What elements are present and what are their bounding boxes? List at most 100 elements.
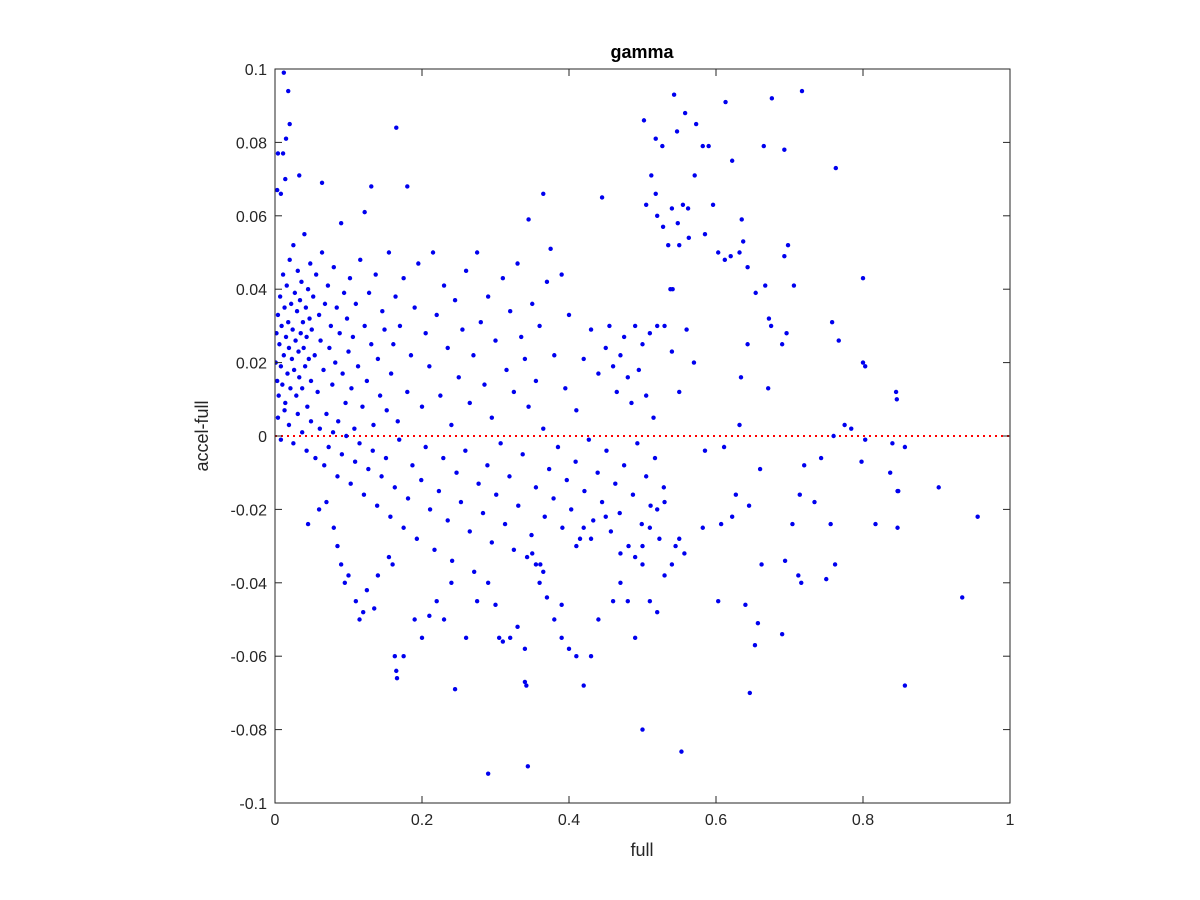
data-point: [297, 173, 302, 178]
data-point: [700, 143, 705, 149]
data-point: [643, 474, 649, 479]
data-point: [349, 386, 354, 391]
data-point: [610, 364, 616, 369]
data-point: [538, 562, 543, 567]
data-point: [289, 356, 295, 362]
data-point: [610, 598, 616, 604]
data-point: [397, 437, 402, 442]
data-point: [408, 353, 414, 358]
data-point: [559, 272, 564, 277]
data-point: [405, 389, 410, 395]
data-point: [498, 441, 503, 446]
data-point: [326, 444, 331, 450]
data-point: [617, 510, 622, 516]
data-point: [761, 143, 766, 149]
data-point: [662, 323, 667, 329]
data-point: [460, 327, 465, 332]
data-point: [297, 298, 303, 303]
data-point: [364, 587, 370, 593]
data-point: [752, 642, 758, 648]
data-point: [537, 580, 542, 585]
data-point: [282, 305, 287, 310]
data-point: [341, 290, 347, 296]
data-point: [278, 364, 284, 369]
data-point: [298, 331, 303, 336]
data-point: [669, 562, 675, 567]
data-point: [686, 235, 692, 241]
data-point: [471, 569, 477, 574]
data-point: [330, 382, 335, 387]
data-point: [621, 334, 627, 340]
data-point: [380, 309, 385, 314]
data-point: [640, 342, 645, 347]
data-point: [276, 393, 281, 398]
data-point: [296, 349, 301, 354]
data-point: [346, 349, 351, 354]
data-point: [275, 378, 280, 384]
data-point: [737, 250, 742, 255]
data-point: [507, 474, 512, 479]
data-point: [283, 176, 288, 182]
data-point: [275, 415, 281, 420]
data-point: [307, 316, 312, 321]
data-point: [336, 419, 341, 424]
data-point: [515, 261, 520, 266]
data-point: [765, 386, 771, 391]
data-point: [482, 382, 487, 387]
data-point: [294, 393, 299, 398]
data-point: [456, 375, 461, 380]
data-point: [374, 503, 380, 508]
data-point: [371, 422, 376, 428]
data-point: [614, 389, 619, 395]
data-point: [525, 764, 531, 769]
data-point: [304, 448, 309, 453]
data-point: [467, 529, 472, 534]
data-point: [330, 430, 336, 435]
data-point: [581, 525, 586, 530]
data-point: [573, 459, 578, 464]
data-point: [636, 367, 642, 373]
data-point: [388, 514, 393, 519]
data-point: [328, 323, 334, 329]
x-tick-label: 1: [1006, 812, 1015, 829]
y-tick-label: 0.08: [236, 135, 267, 152]
data-point: [621, 463, 627, 468]
x-tick-label: 0.8: [852, 812, 874, 829]
data-point: [555, 444, 561, 450]
y-tick-label: -0.08: [231, 723, 268, 740]
data-point: [392, 485, 398, 490]
data-point: [684, 327, 689, 332]
data-point: [401, 654, 406, 659]
data-point: [333, 360, 338, 365]
data-point: [353, 301, 359, 307]
data-point: [315, 389, 320, 395]
data-point: [836, 338, 841, 343]
data-point: [397, 323, 403, 329]
data-point: [405, 496, 411, 501]
data-point: [564, 477, 569, 483]
data-point: [452, 298, 458, 303]
data-point: [322, 463, 327, 468]
data-point: [693, 121, 699, 127]
data-point: [352, 459, 358, 464]
data-point: [344, 316, 350, 321]
data-point: [474, 250, 480, 255]
data-point: [721, 444, 727, 450]
data-point: [302, 231, 307, 237]
data-point: [321, 367, 326, 373]
data-point: [293, 338, 298, 343]
data-point: [366, 290, 372, 296]
data-point: [599, 499, 605, 505]
data-point: [394, 676, 400, 681]
y-tick-label: -0.1: [239, 796, 267, 813]
data-point: [566, 312, 572, 318]
data-point: [530, 301, 535, 307]
data-point: [340, 371, 345, 376]
data-point: [343, 400, 348, 406]
data-point: [582, 488, 587, 494]
data-point: [700, 525, 705, 530]
data-point: [782, 253, 787, 259]
data-point: [346, 573, 351, 578]
data-point: [308, 378, 314, 384]
data-point: [386, 554, 392, 560]
